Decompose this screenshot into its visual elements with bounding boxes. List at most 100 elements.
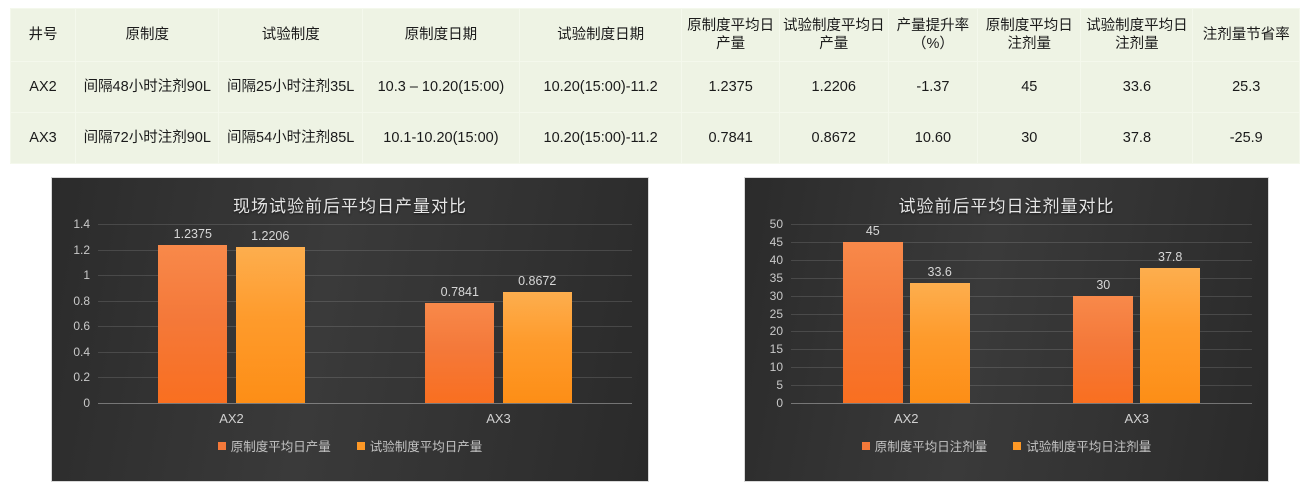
y-axis-tick-label: 1 (83, 268, 90, 283)
gridline (791, 349, 1252, 351)
bar (1073, 295, 1134, 403)
y-axis-tick-label: 45 (769, 234, 783, 249)
y-axis-tick-label: 0 (776, 396, 783, 410)
chart-title: 试验前后平均日注剂量对比 (898, 197, 1115, 216)
y-axis-tick-label: 0.6 (73, 319, 90, 334)
y-axis-tick-label: 50 (769, 217, 783, 231)
legend-label: 试验制度平均日产量 (369, 440, 483, 454)
cell-trial-dates: 10.20(15:00)-11.2 (518, 112, 683, 164)
column-header-trial-avg-injection: 试验制度平均日注剂量 (1080, 8, 1194, 62)
column-header-trial-dates: 试验制度日期 (518, 8, 683, 62)
table-header-row: 井号 原制度 试验制度 原制度日期 试验制度日期 原制度平均日产量 试验制度平均… (10, 8, 1300, 62)
legend-swatch-icon (1013, 441, 1022, 450)
y-axis-tick-label: 40 (769, 252, 783, 267)
table-row: AX3 间隔72小时注剂90L 间隔54小时注剂85L 10.1-10.20(1… (10, 112, 1300, 164)
plot-container: 0 0.2 0.4 0.6 0.8 1 1.2 1.4 1.2375 1.2206 AX2 0.78… (52, 217, 648, 481)
bar-value-label: 45 (865, 223, 880, 238)
column-header-trial-system: 试验制度 (218, 8, 363, 62)
bar (842, 241, 903, 403)
column-header-original-avg-output: 原制度平均日产量 (681, 8, 780, 62)
bar-value-label: 1.2206 (251, 228, 290, 243)
gridline (98, 403, 632, 404)
gridline (98, 326, 632, 328)
y-axis-tick-label: 1.2 (73, 242, 90, 257)
cell-trial-avg-injection: 37.8 (1080, 112, 1194, 164)
x-axis-tick-label: AX2 (219, 411, 244, 426)
gridline (98, 249, 632, 251)
table-header: 井号 原制度 试验制度 原制度日期 试验制度日期 原制度平均日产量 试验制度平均… (10, 8, 1300, 62)
gridline (791, 313, 1252, 315)
gridline (791, 331, 1252, 333)
bar (158, 244, 228, 403)
x-axis-tick-label: AX3 (486, 411, 511, 426)
axis-area: 0 5 10 15 20 25 30 35 40 45 50 45 33.6 AX2 30 37.8 AX3 (745, 217, 1252, 426)
gridline (98, 275, 632, 277)
legend-item-series1: 原制度平均日注剂量 (861, 436, 988, 455)
cell-original-avg-injection: 30 (977, 112, 1082, 164)
x-axis-tick-label: AX2 (893, 411, 919, 426)
bar-value-label: 30 (1096, 277, 1111, 292)
cell-output-increase-rate: 10.60 (887, 112, 979, 164)
legend-label: 原制度平均日产量 (230, 440, 331, 454)
y-axis-tick-label: 1.4 (73, 217, 90, 231)
bar (425, 302, 495, 403)
legend-item-series2: 试验制度平均日产量 (356, 436, 483, 455)
cell-trial-avg-output: 0.8672 (778, 112, 889, 164)
y-axis-tick-label: 30 (769, 288, 783, 303)
gridline (791, 277, 1252, 279)
legend-item-series2: 试验制度平均日注剂量 (1013, 436, 1151, 455)
gridline (791, 367, 1252, 369)
bar (1140, 267, 1201, 403)
y-axis-tick-label: 0.2 (73, 370, 90, 385)
gridline (98, 377, 632, 379)
legend-label: 原制度平均日注剂量 (874, 440, 988, 454)
cell-original-avg-injection: 45 (977, 61, 1082, 113)
plot-area: 1.2375 1.2206 AX2 0.7841 0.8672 AX3 (98, 224, 632, 426)
cell-output-increase-rate: -1.37 (887, 61, 979, 113)
plot-area: 45 33.6 AX2 30 37.8 AX3 (791, 223, 1252, 426)
legend-swatch-icon (217, 441, 226, 450)
y-axis-tick-label: 15 (769, 342, 783, 357)
well-comparison-table: 井号 原制度 试验制度 原制度日期 试验制度日期 原制度平均日产量 试验制度平均… (10, 8, 1300, 164)
column-header-original-avg-injection: 原制度平均日注剂量 (977, 8, 1082, 62)
bar-value-label: 1.2375 (173, 226, 212, 241)
chart-legend: 原制度平均日注剂量 试验制度平均日注剂量 (745, 436, 1268, 455)
y-axis-tick-label: 0 (83, 396, 90, 410)
gridline (791, 224, 1252, 225)
column-header-trial-avg-output: 试验制度平均日产量 (778, 8, 889, 62)
gridline (98, 351, 632, 353)
legend-swatch-icon (356, 441, 365, 450)
bar-value-label: 0.7841 (440, 284, 479, 299)
gridline (791, 385, 1252, 387)
y-axis-labels: 0 5 10 15 20 25 30 35 40 45 50 (745, 217, 787, 410)
cell-injection-saving-rate: 25.3 (1192, 61, 1300, 113)
y-axis-tick-label: 0.4 (73, 344, 90, 359)
cell-trial-avg-injection: 33.6 (1080, 61, 1194, 113)
column-header-output-increase-rate: 产量提升率（%） (887, 8, 979, 62)
cell-trial-system: 间隔25小时注剂35L (218, 61, 363, 113)
table-body: AX2 间隔48小时注剂90L 间隔25小时注剂35L 10.3 – 10.20… (10, 61, 1300, 164)
gridline (791, 403, 1252, 404)
cell-original-avg-output: 1.2375 (681, 61, 780, 113)
chart-legend: 原制度平均日产量 试验制度平均日产量 (52, 436, 648, 455)
y-axis-labels: 0 0.2 0.4 0.6 0.8 1 1.2 1.4 (52, 217, 94, 410)
column-header-original-system: 原制度 (74, 8, 220, 62)
gridline (98, 224, 632, 225)
gridline (791, 295, 1252, 297)
legend-label: 试验制度平均日注剂量 (1026, 440, 1152, 454)
axis-area: 0 0.2 0.4 0.6 0.8 1 1.2 1.4 1.2375 1.2206 AX2 0.78… (52, 217, 632, 426)
cell-original-system: 间隔72小时注剂90L (74, 112, 220, 164)
daily-output-comparison-chart: 现场试验前后平均日产量对比 0 0.2 0.4 0.6 0.8 1 1.2 1.4 1.237… (52, 178, 648, 481)
bar (909, 282, 970, 403)
y-axis-tick-label: 5 (776, 378, 783, 393)
legend-swatch-icon (861, 441, 870, 450)
y-axis-tick-label: 25 (769, 306, 783, 321)
column-header-well: 井号 (10, 8, 76, 62)
cell-original-dates: 10.1-10.20(15:00) (361, 112, 520, 164)
y-axis-tick-label: 35 (769, 270, 783, 285)
gridline (791, 241, 1252, 243)
bar-value-label: 33.6 (927, 264, 952, 279)
daily-injection-comparison-chart: 试验前后平均日注剂量对比 0 5 10 15 20 25 30 35 40 45 50 45 33.6… (745, 178, 1268, 481)
gridline (791, 259, 1252, 261)
cell-well: AX3 (10, 112, 76, 164)
